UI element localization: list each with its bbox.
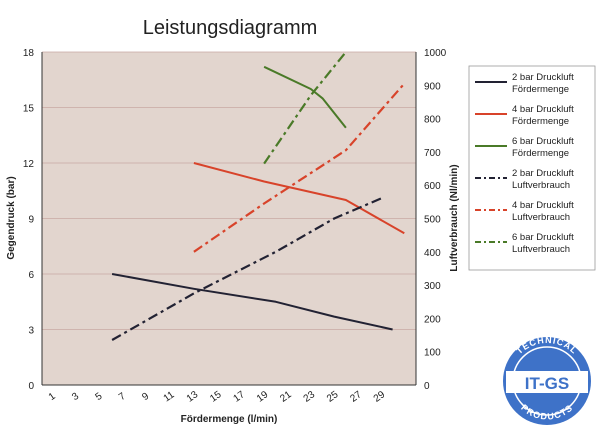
left-tick-label: 0: [28, 381, 34, 392]
x-tick-label: 9: [140, 391, 151, 403]
x-axis-label: Fördermenge (l/min): [181, 414, 278, 425]
chart-title: Leistungsdiagramm: [143, 17, 318, 39]
legend-entry: 2 bar Druckluft Fördermenge: [512, 72, 574, 95]
legend: 2 bar Druckluft Fördermenge 4 bar Druckluf…: [475, 72, 574, 255]
left-tick-label: 15: [23, 104, 35, 115]
left-tick-label: 9: [28, 215, 34, 226]
legend-box: [468, 65, 596, 271]
series-lines: [111, 51, 406, 341]
right-tick-label: 300: [424, 281, 441, 292]
left-tick-label: 12: [23, 159, 35, 170]
right-tick-label: 500: [424, 215, 441, 226]
left-tick-label: 3: [28, 326, 34, 337]
legend-entry: 4 bar Druckluft Luftverbrauch: [512, 200, 574, 223]
x-tick-label: 1: [47, 391, 58, 403]
left-tick-label: 6: [28, 270, 34, 281]
logo-text-center: IT-GS: [525, 374, 569, 393]
y-axis-label-left: Gegendruck (bar): [6, 176, 17, 259]
right-tick-label: 0: [424, 381, 430, 392]
series-line-3: [263, 65, 347, 129]
axes: [41, 52, 417, 386]
series-line-5: [193, 82, 406, 253]
right-tick-label: 700: [424, 148, 441, 159]
grid-lines: [42, 51, 416, 330]
legend-entry: 6 bar Druckluft Luftverbrauch: [512, 232, 574, 255]
right-tick-label: 200: [424, 314, 441, 325]
series-line-2: [193, 162, 405, 235]
right-tick-label: 900: [424, 81, 441, 92]
left-axis-ticks: 0 3 6 9 12 15 18: [23, 48, 35, 392]
legend-entry: 4 bar Druckluft Fördermenge: [512, 104, 574, 127]
series-line-1: [111, 273, 393, 331]
legend-entry: 6 bar Druckluft Fördermenge: [512, 136, 574, 159]
left-tick-label: 18: [23, 48, 35, 59]
x-tick-label: 3: [70, 391, 81, 403]
legend-entry: 2 bar Druckluft Luftverbrauch: [512, 168, 574, 191]
company-logo: IT-GS TECHNICAL PRODUCTS: [503, 335, 591, 425]
x-tick-label: 5: [94, 391, 105, 403]
right-tick-label: 100: [424, 348, 441, 359]
series-line-6: [263, 51, 347, 165]
right-tick-label: 800: [424, 115, 441, 126]
right-tick-label: 1000: [424, 48, 447, 59]
y-axis-label-right: Luftverbrauch (Nl/min): [449, 164, 460, 271]
right-tick-label: 400: [424, 248, 441, 259]
right-axis-ticks: 0 100 200 300 400 500 600 700 800 900 1000: [424, 48, 447, 392]
right-tick-label: 600: [424, 181, 441, 192]
x-tick-label: 7: [117, 391, 128, 403]
